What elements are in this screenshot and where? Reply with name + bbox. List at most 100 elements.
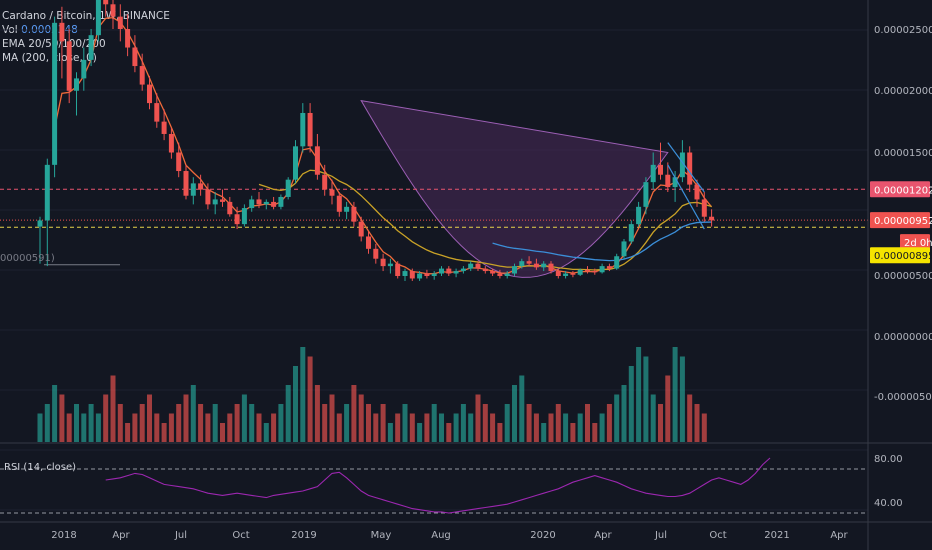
- volume-bar: [249, 404, 255, 442]
- candle-body: [190, 183, 196, 196]
- volume-bar: [490, 413, 496, 442]
- candle-body: [329, 189, 335, 196]
- candle-body: [263, 201, 269, 205]
- volume-bar: [577, 413, 583, 442]
- countdown-tag-bg: [900, 234, 930, 251]
- volume-bar: [614, 394, 620, 442]
- time-axis-tick: Aug: [431, 530, 451, 541]
- time-axis-tick: Apr: [830, 530, 848, 541]
- candle-body: [176, 152, 182, 172]
- volume-bar: [482, 404, 488, 442]
- volume-bar: [402, 404, 408, 442]
- rsi-tick-40: 40.00: [874, 498, 903, 509]
- volume-bar: [125, 423, 131, 442]
- volume-bar: [679, 356, 685, 442]
- candle-body: [117, 16, 123, 29]
- candle-body: [395, 263, 401, 276]
- candle-body: [44, 164, 50, 221]
- volume-bar: [271, 413, 277, 442]
- candle-body: [709, 216, 715, 221]
- candle-body: [431, 273, 437, 276]
- volume-bar: [570, 423, 576, 442]
- volume-bar: [504, 404, 510, 442]
- volume-bar: [431, 404, 437, 442]
- support-price-tag-bg: [870, 247, 930, 264]
- volume-bar: [241, 394, 247, 442]
- candle-body: [541, 263, 547, 268]
- candle-body: [512, 266, 517, 274]
- volume-bar: [606, 404, 612, 442]
- candle-body: [453, 271, 459, 274]
- time-axis-tick: 2019: [291, 530, 316, 541]
- candle-body: [468, 263, 474, 269]
- volume-bar: [555, 404, 561, 442]
- candle-body: [241, 208, 247, 225]
- last-price-tag: 0.00000952: [874, 216, 932, 227]
- volume-bar: [366, 404, 371, 442]
- volume-bar: [636, 347, 642, 442]
- time-axis-tick: Oct: [709, 530, 726, 541]
- candle-body: [59, 22, 65, 42]
- price-axis-tick: 0.00001500: [874, 148, 932, 159]
- price-axis-tick: 0.00002000: [874, 86, 932, 97]
- price-axis-tick: -0.00000500: [874, 392, 932, 403]
- candle-body: [475, 263, 481, 269]
- candle-body: [74, 78, 79, 91]
- time-axis-tick: May: [371, 530, 392, 541]
- candle-body: [285, 179, 291, 197]
- candle-body: [52, 22, 58, 165]
- candle-body: [628, 224, 634, 242]
- volume-bar: [198, 404, 204, 442]
- candle-body: [161, 121, 167, 134]
- rsi-label: RSI (14, close): [4, 462, 76, 473]
- candle-body: [402, 271, 408, 276]
- volume-bar: [519, 375, 525, 442]
- price-axis-tick: 0.00002500: [874, 25, 932, 36]
- candle-body: [490, 271, 496, 274]
- countdown-tag: 2d 0h: [904, 238, 932, 249]
- candle-body: [358, 221, 364, 237]
- volume-bar: [475, 394, 481, 442]
- volume-bar: [293, 366, 298, 442]
- time-axis-tick: 2021: [764, 530, 789, 541]
- candle-body: [205, 189, 211, 205]
- volume-bar: [314, 385, 320, 442]
- candle-body: [672, 177, 678, 188]
- candle-body: [278, 196, 284, 207]
- volume-bar: [380, 404, 386, 442]
- candle-body: [548, 263, 554, 272]
- candle-body: [293, 146, 298, 180]
- volume-bar: [541, 423, 547, 442]
- candle-body: [300, 112, 306, 147]
- volume-bar: [183, 394, 189, 442]
- legend-ma[interactable]: MA (200, close, 0): [2, 52, 97, 64]
- volume-bar: [212, 404, 218, 442]
- volume-bar: [512, 385, 517, 442]
- candle-body: [351, 206, 357, 222]
- candle-body: [482, 268, 488, 272]
- candle-body: [650, 164, 656, 183]
- volume-bar: [665, 375, 671, 442]
- volume-bar: [154, 413, 160, 442]
- candle-body: [636, 206, 642, 225]
- volume-bar: [621, 385, 627, 442]
- volume-bar: [205, 413, 211, 442]
- candle-body: [66, 41, 72, 91]
- price-axis-tick: 0.00000500: [874, 271, 932, 282]
- candle-body: [366, 236, 371, 249]
- time-axis-tick: Jul: [654, 530, 667, 541]
- candle-body: [271, 201, 277, 207]
- volume-bar: [599, 413, 605, 442]
- volume-bar: [285, 385, 291, 442]
- candle-body: [460, 268, 466, 272]
- candle-body: [599, 266, 605, 273]
- volume-bar: [446, 423, 452, 442]
- volume-bar: [103, 394, 109, 442]
- volume-bar: [358, 394, 364, 442]
- volume-bar: [468, 413, 474, 442]
- candle-body: [504, 273, 510, 276]
- volume-bar: [701, 413, 707, 442]
- candle-body: [533, 263, 539, 268]
- candle-body: [81, 59, 87, 79]
